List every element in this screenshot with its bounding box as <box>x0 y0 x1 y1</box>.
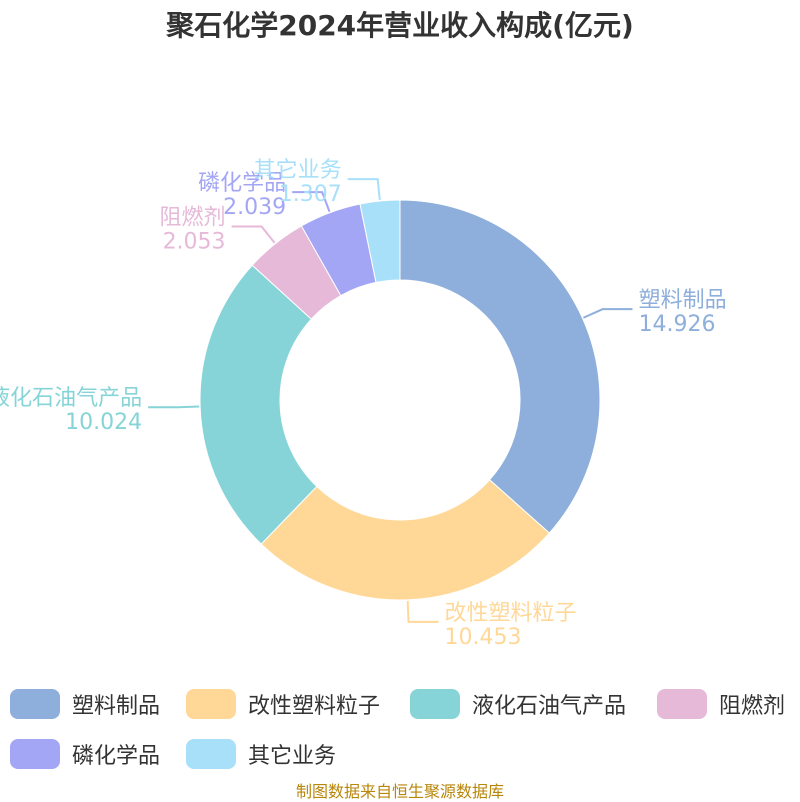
legend-swatch <box>657 689 707 719</box>
legend-item-plastic-products[interactable]: 塑料制品 <box>10 686 160 722</box>
slice-label: 液化石油气产品 <box>0 386 142 411</box>
slice-value-label: 14.926 <box>639 312 716 337</box>
slice-label: 改性塑料粒子 <box>444 601 576 626</box>
slice-plastic-products[interactable] <box>399 199 601 534</box>
legend-label: 其它业务 <box>248 744 337 769</box>
slice-value-label: 2.039 <box>223 195 286 220</box>
legend-label: 阻燃剂 <box>719 694 786 719</box>
slice-label: 塑料制品 <box>639 288 727 313</box>
slice-label: 阻燃剂 <box>160 205 226 230</box>
leader-line <box>148 405 200 409</box>
leader-line <box>406 600 439 623</box>
slice-value-label: 10.453 <box>444 625 521 650</box>
legend-item-lpg-products[interactable]: 液化石油气产品 <box>410 686 626 722</box>
slice-lpg-products[interactable] <box>199 264 318 545</box>
slice-value-label: 2.053 <box>163 229 226 254</box>
leader-line <box>582 308 633 319</box>
source-note: 制图数据来自恒生聚源数据库 <box>295 782 504 801</box>
legend-swatch <box>410 689 460 719</box>
slice-other-business[interactable] <box>359 199 401 284</box>
leader-line <box>347 178 381 201</box>
legend-label: 磷化学品 <box>72 744 161 769</box>
slice-value-label: 10.024 <box>65 410 142 435</box>
legend-label: 液化石油气产品 <box>472 694 627 719</box>
slice-value-label: 1.307 <box>279 182 342 207</box>
slice-label: 其它业务 <box>254 158 342 183</box>
legend-swatch <box>10 689 60 719</box>
legend-swatch <box>10 739 60 769</box>
leader-line <box>231 225 276 244</box>
legend-item-modified-plastic-pellets[interactable]: 改性塑料粒子 <box>186 686 380 722</box>
legend-item-other-business[interactable]: 其它业务 <box>186 736 336 772</box>
legend-item-flame-retardant[interactable]: 阻燃剂 <box>657 686 785 722</box>
legend-swatch <box>186 689 236 719</box>
chart-title: 聚石化学2024年营业收入构成(亿元) <box>166 9 634 42</box>
slice-modified-plastic-pellets[interactable] <box>260 479 551 601</box>
legend-label: 改性塑料粒子 <box>248 694 381 719</box>
legend-label: 塑料制品 <box>72 694 161 719</box>
slice-label: 磷化学品 <box>198 171 286 196</box>
legend-item-phosphorus-chemicals[interactable]: 磷化学品 <box>10 736 160 772</box>
leader-line <box>292 191 331 213</box>
legend-swatch <box>186 739 236 769</box>
